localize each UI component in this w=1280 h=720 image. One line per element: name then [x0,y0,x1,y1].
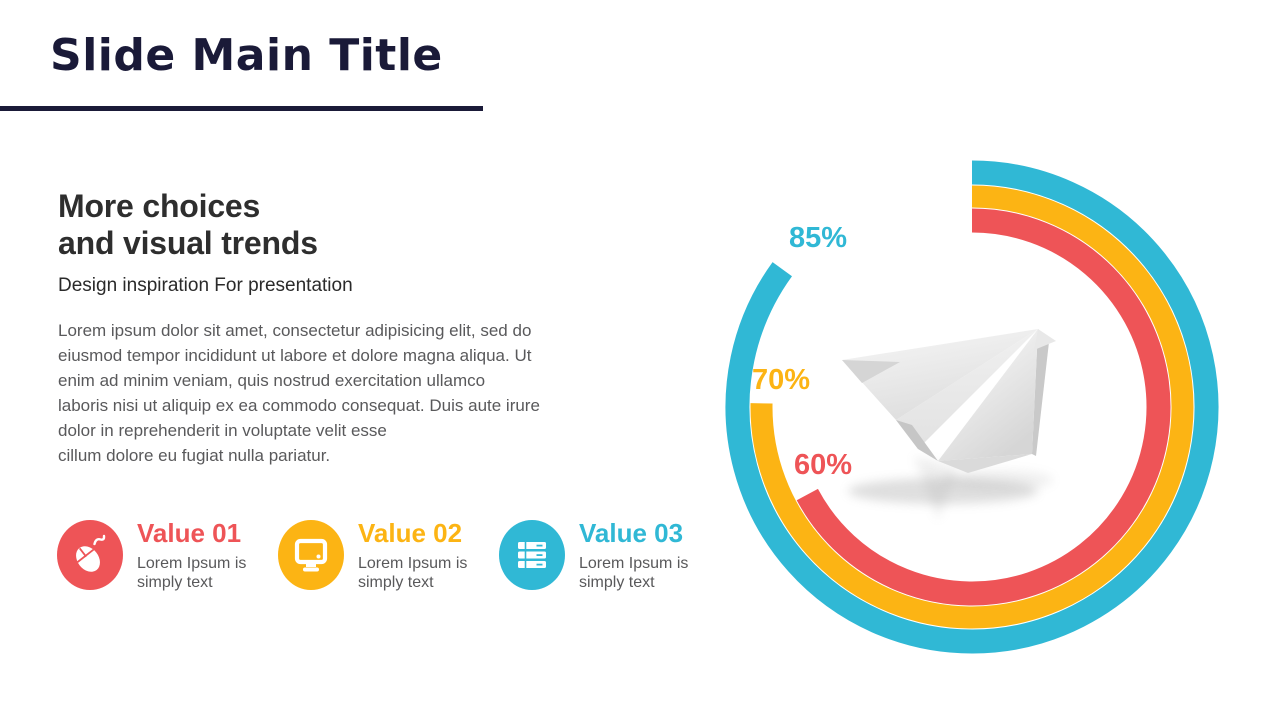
donut-ring-outer-ring [725,160,1219,654]
value-01-text: Value 01 Lorem Ipsum is simply text [137,517,246,592]
server-icon [518,542,546,568]
donut-label-middle-ring: 70% [752,364,811,396]
section-subheading: Design inspiration For presentation [58,275,353,296]
value-02-circle [278,520,344,590]
section-heading: More choices and visual trends [58,188,318,261]
value-03-desc: Lorem Ipsum is simply text [579,555,689,591]
value-03-label: Value 03 [579,518,684,548]
paper-airplane-image [842,329,1056,520]
donut-ring-middle-ring [750,185,1194,629]
value-item-01: Value 01 Lorem Ipsum is simply text [57,517,278,592]
value-02-text: Value 02 Lorem Ipsum is simply text [358,517,467,592]
donut-ring-inner-ring [796,208,1171,606]
value-03-text: Value 03 Lorem Ipsum is simply text [579,517,688,592]
value-02-label: Value 02 [358,518,463,548]
slide-title: Slide Main Title [50,30,443,81]
body-paragraph: Lorem ipsum dolor sit amet, consectetur … [58,321,540,465]
donut-label-inner-ring: 60% [794,449,853,481]
value-item-02: Value 02 Lorem Ipsum is simply text [278,517,499,592]
values-row: Value 01 Lorem Ipsum is simply text Valu… [57,517,720,592]
value-03-circle [499,520,565,590]
value-01-circle [57,520,123,590]
value-01-desc: Lorem Ipsum is simply text [137,555,247,591]
value-01-label: Value 01 [137,518,242,548]
intro-block: More choices and visual trends Design in… [58,188,578,468]
monitor-icon [294,538,328,572]
value-02-desc: Lorem Ipsum is simply text [358,555,468,591]
value-item-03: Value 03 Lorem Ipsum is simply text [499,517,720,592]
title-underline [0,106,483,111]
donut-label-outer-ring: 85% [789,222,848,254]
mouse-icon [76,534,106,572]
